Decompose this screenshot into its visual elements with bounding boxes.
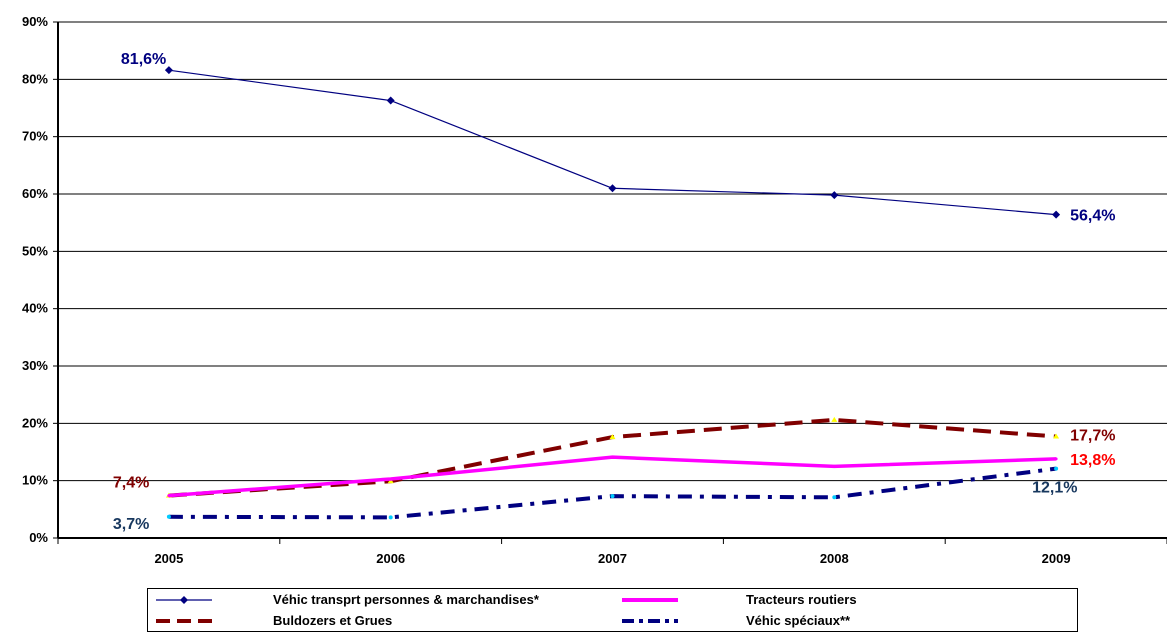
legend-label-buldozers: Buldozers et Grues [273, 613, 393, 628]
line-chart: 0%10%20%30%40%50%60%70%80%90% 2005 2006 20… [22, 14, 1167, 566]
series-line-3 [168, 466, 1057, 520]
series-lines [164, 66, 1061, 520]
data-point [389, 477, 393, 481]
data-label: 7,4% [113, 475, 149, 492]
x-tick-label: 2007 [598, 551, 627, 566]
legend: Véhic transprt personnes & marchandises*… [147, 588, 1078, 632]
x-tick-label: 2009 [1042, 551, 1071, 566]
y-tick-label: 80% [22, 71, 48, 86]
data-point [830, 191, 839, 200]
data-label: 81,6% [121, 51, 166, 68]
data-point [609, 434, 616, 440]
x-tick-label: 2008 [820, 551, 849, 566]
legend-label-tracteurs: Tracteurs routiers [746, 592, 857, 607]
legend-label-vehic-speciaux: Véhic spéciaux** [746, 613, 851, 628]
data-label: 3,7% [113, 516, 149, 533]
x-tick-label: 2005 [154, 551, 183, 566]
data-point [387, 478, 394, 484]
series-line-1 [168, 455, 1057, 498]
y-tick-label: 50% [22, 243, 48, 258]
data-point [167, 494, 171, 498]
y-tick-label: 0% [29, 530, 48, 545]
legend-swatch-vehic-transport [154, 590, 214, 610]
y-tick-label: 30% [22, 358, 48, 373]
data-point [166, 514, 171, 519]
data-label: 56,4% [1070, 208, 1115, 225]
series-line-0 [168, 69, 1057, 216]
legend-swatch-vehic-speciaux [620, 611, 680, 631]
legend-label-vehic-transport: Véhic transprt personnes & marchandises* [273, 592, 539, 607]
data-point [610, 494, 615, 499]
x-axis: 2005 2006 2007 2008 2009 [57, 22, 1167, 566]
data-point [832, 464, 836, 468]
data-point [1052, 210, 1061, 219]
data-point [1054, 466, 1059, 471]
data-point [386, 96, 395, 105]
data-point [388, 515, 393, 520]
y-tick-label: 40% [22, 301, 48, 316]
data-point [832, 495, 837, 500]
x-tick-label: 2006 [376, 551, 405, 566]
data-point [1054, 457, 1058, 461]
y-tick-label: 60% [22, 186, 48, 201]
gridlines [58, 21, 1167, 482]
y-tick-label: 10% [22, 473, 48, 488]
data-labels: 81,6% 56,4% 13,8% 7,4% 17,7% 3,7% 12,1% [113, 51, 1116, 533]
data-label: 17,7% [1070, 428, 1115, 445]
y-tick-label: 70% [22, 129, 48, 144]
data-point [1053, 433, 1060, 439]
data-point [164, 66, 173, 75]
legend-swatch-tracteurs [620, 590, 680, 610]
y-axis-ticks: 0% 10% 20% 30% 40% 50% 60% 70% 80% 90% [22, 14, 58, 545]
data-point [608, 184, 617, 193]
data-label: 13,8% [1070, 452, 1115, 469]
legend-swatch-buldozers [154, 611, 214, 631]
y-tick-label: 90% [22, 14, 48, 29]
y-tick-label: 20% [22, 415, 48, 430]
data-label: 12,1% [1032, 480, 1077, 497]
data-point [831, 416, 838, 422]
data-point [611, 455, 614, 459]
